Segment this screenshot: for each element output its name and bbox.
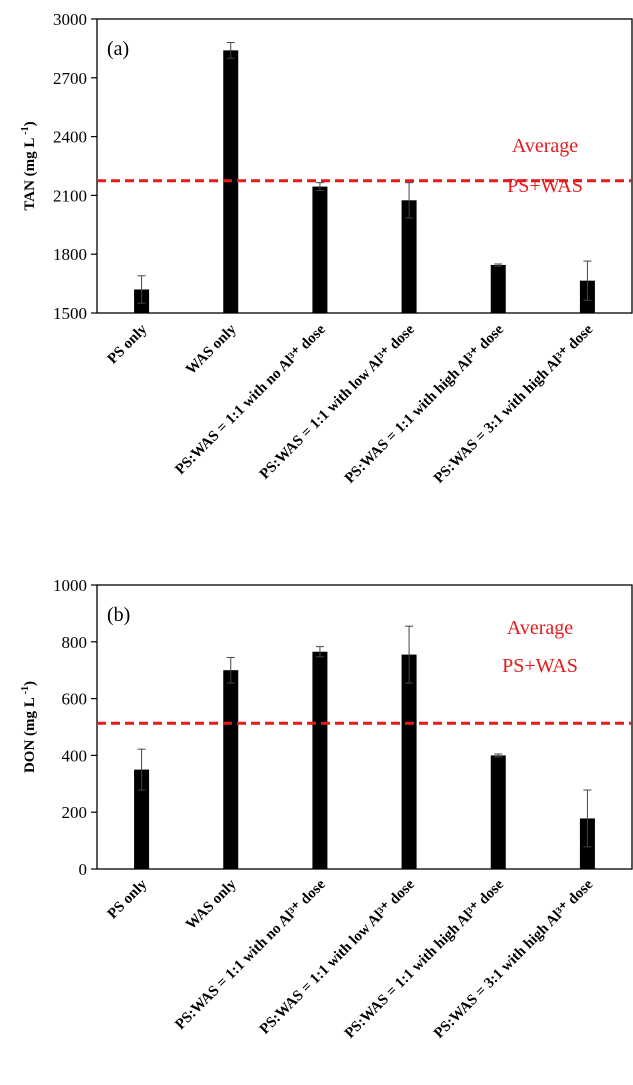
error-bar-1: [137, 748, 146, 791]
y-tick-label: 2400: [53, 128, 87, 147]
y-tick-label: 3000: [53, 10, 87, 29]
error-bar-6: [583, 260, 592, 301]
average-label-line1: Average: [507, 617, 573, 639]
plot-frame: [96, 584, 633, 870]
y-tick-label: 400: [62, 746, 88, 765]
chart-panel-b: 0 200 400 600 800 1000 DON (mg L -1) (b) Average…: [20, 576, 633, 1042]
x-category-label-6: PS:WAS = 3:1 with high Al³⁺ dose: [431, 876, 596, 1041]
bar-5: [490, 755, 506, 869]
y-tick-label: 2100: [53, 186, 87, 205]
panel-label: (a): [107, 38, 129, 60]
panel-label: (b): [107, 604, 130, 626]
bar-4: [401, 654, 417, 869]
x-category-label-4: PS:WAS = 1:1 with low Al³⁺ dose: [257, 321, 418, 482]
x-category-label-1: PS only: [105, 321, 151, 367]
x-category-label-2: WAS only: [183, 321, 240, 378]
error-bar-5: [494, 263, 503, 267]
error-bar-3: [315, 646, 324, 658]
y-tick-label: 1500: [53, 304, 87, 323]
y-tick-label: 200: [62, 803, 88, 822]
error-bar-4: [405, 625, 414, 684]
y-tick-label: 800: [62, 633, 88, 652]
y-tick-label: 1800: [53, 245, 87, 264]
error-bar-1: [137, 275, 146, 304]
error-bar-3: [315, 182, 324, 191]
y-axis-label: DON (mg L -1): [20, 681, 38, 773]
x-category-label-2: WAS only: [183, 876, 240, 933]
bar-4: [401, 200, 417, 313]
average-label-line1: Average: [512, 135, 578, 157]
x-category-label-3: PS:WAS = 1:1 with no Al³⁺ dose: [172, 876, 329, 1033]
y-tick-label: 0: [79, 860, 88, 879]
average-label-line2: PS+WAS: [507, 175, 583, 197]
x-category-label-4: PS:WAS = 1:1 with low Al³⁺ dose: [257, 876, 418, 1037]
y-axis-label: TAN (mg L -1): [20, 121, 38, 210]
bar-3: [312, 651, 328, 869]
bar-1: [134, 769, 150, 869]
y-tick-label: 2700: [53, 69, 87, 88]
y-tick-label: 1000: [53, 576, 87, 595]
x-category-label-5: PS:WAS = 1:1 with high Al³⁺ dose: [342, 876, 507, 1041]
y-tick-label: 600: [62, 690, 88, 709]
chart-panel-a: 1500 1800 2100 2400 2700 3000 TAN (mg L -1) (a)…: [20, 10, 633, 487]
bar-5: [490, 264, 506, 313]
error-bar-5: [494, 753, 503, 758]
bar-2: [223, 670, 239, 869]
x-category-label-6: PS:WAS = 3:1 with high Al³⁺ dose: [431, 321, 596, 486]
error-bar-6: [583, 789, 592, 848]
x-category-label-5: PS:WAS = 1:1 with high Al³⁺ dose: [342, 321, 507, 486]
error-bar-2: [226, 656, 235, 684]
x-category-label-1: PS only: [105, 876, 151, 922]
average-label-line2: PS+WAS: [502, 655, 578, 677]
plot-frame: [96, 18, 633, 314]
bar-3: [312, 186, 328, 313]
error-bar-4: [405, 182, 414, 219]
error-bar-2: [226, 42, 235, 59]
x-category-label-3: PS:WAS = 1:1 with no Al³⁺ dose: [172, 321, 329, 478]
